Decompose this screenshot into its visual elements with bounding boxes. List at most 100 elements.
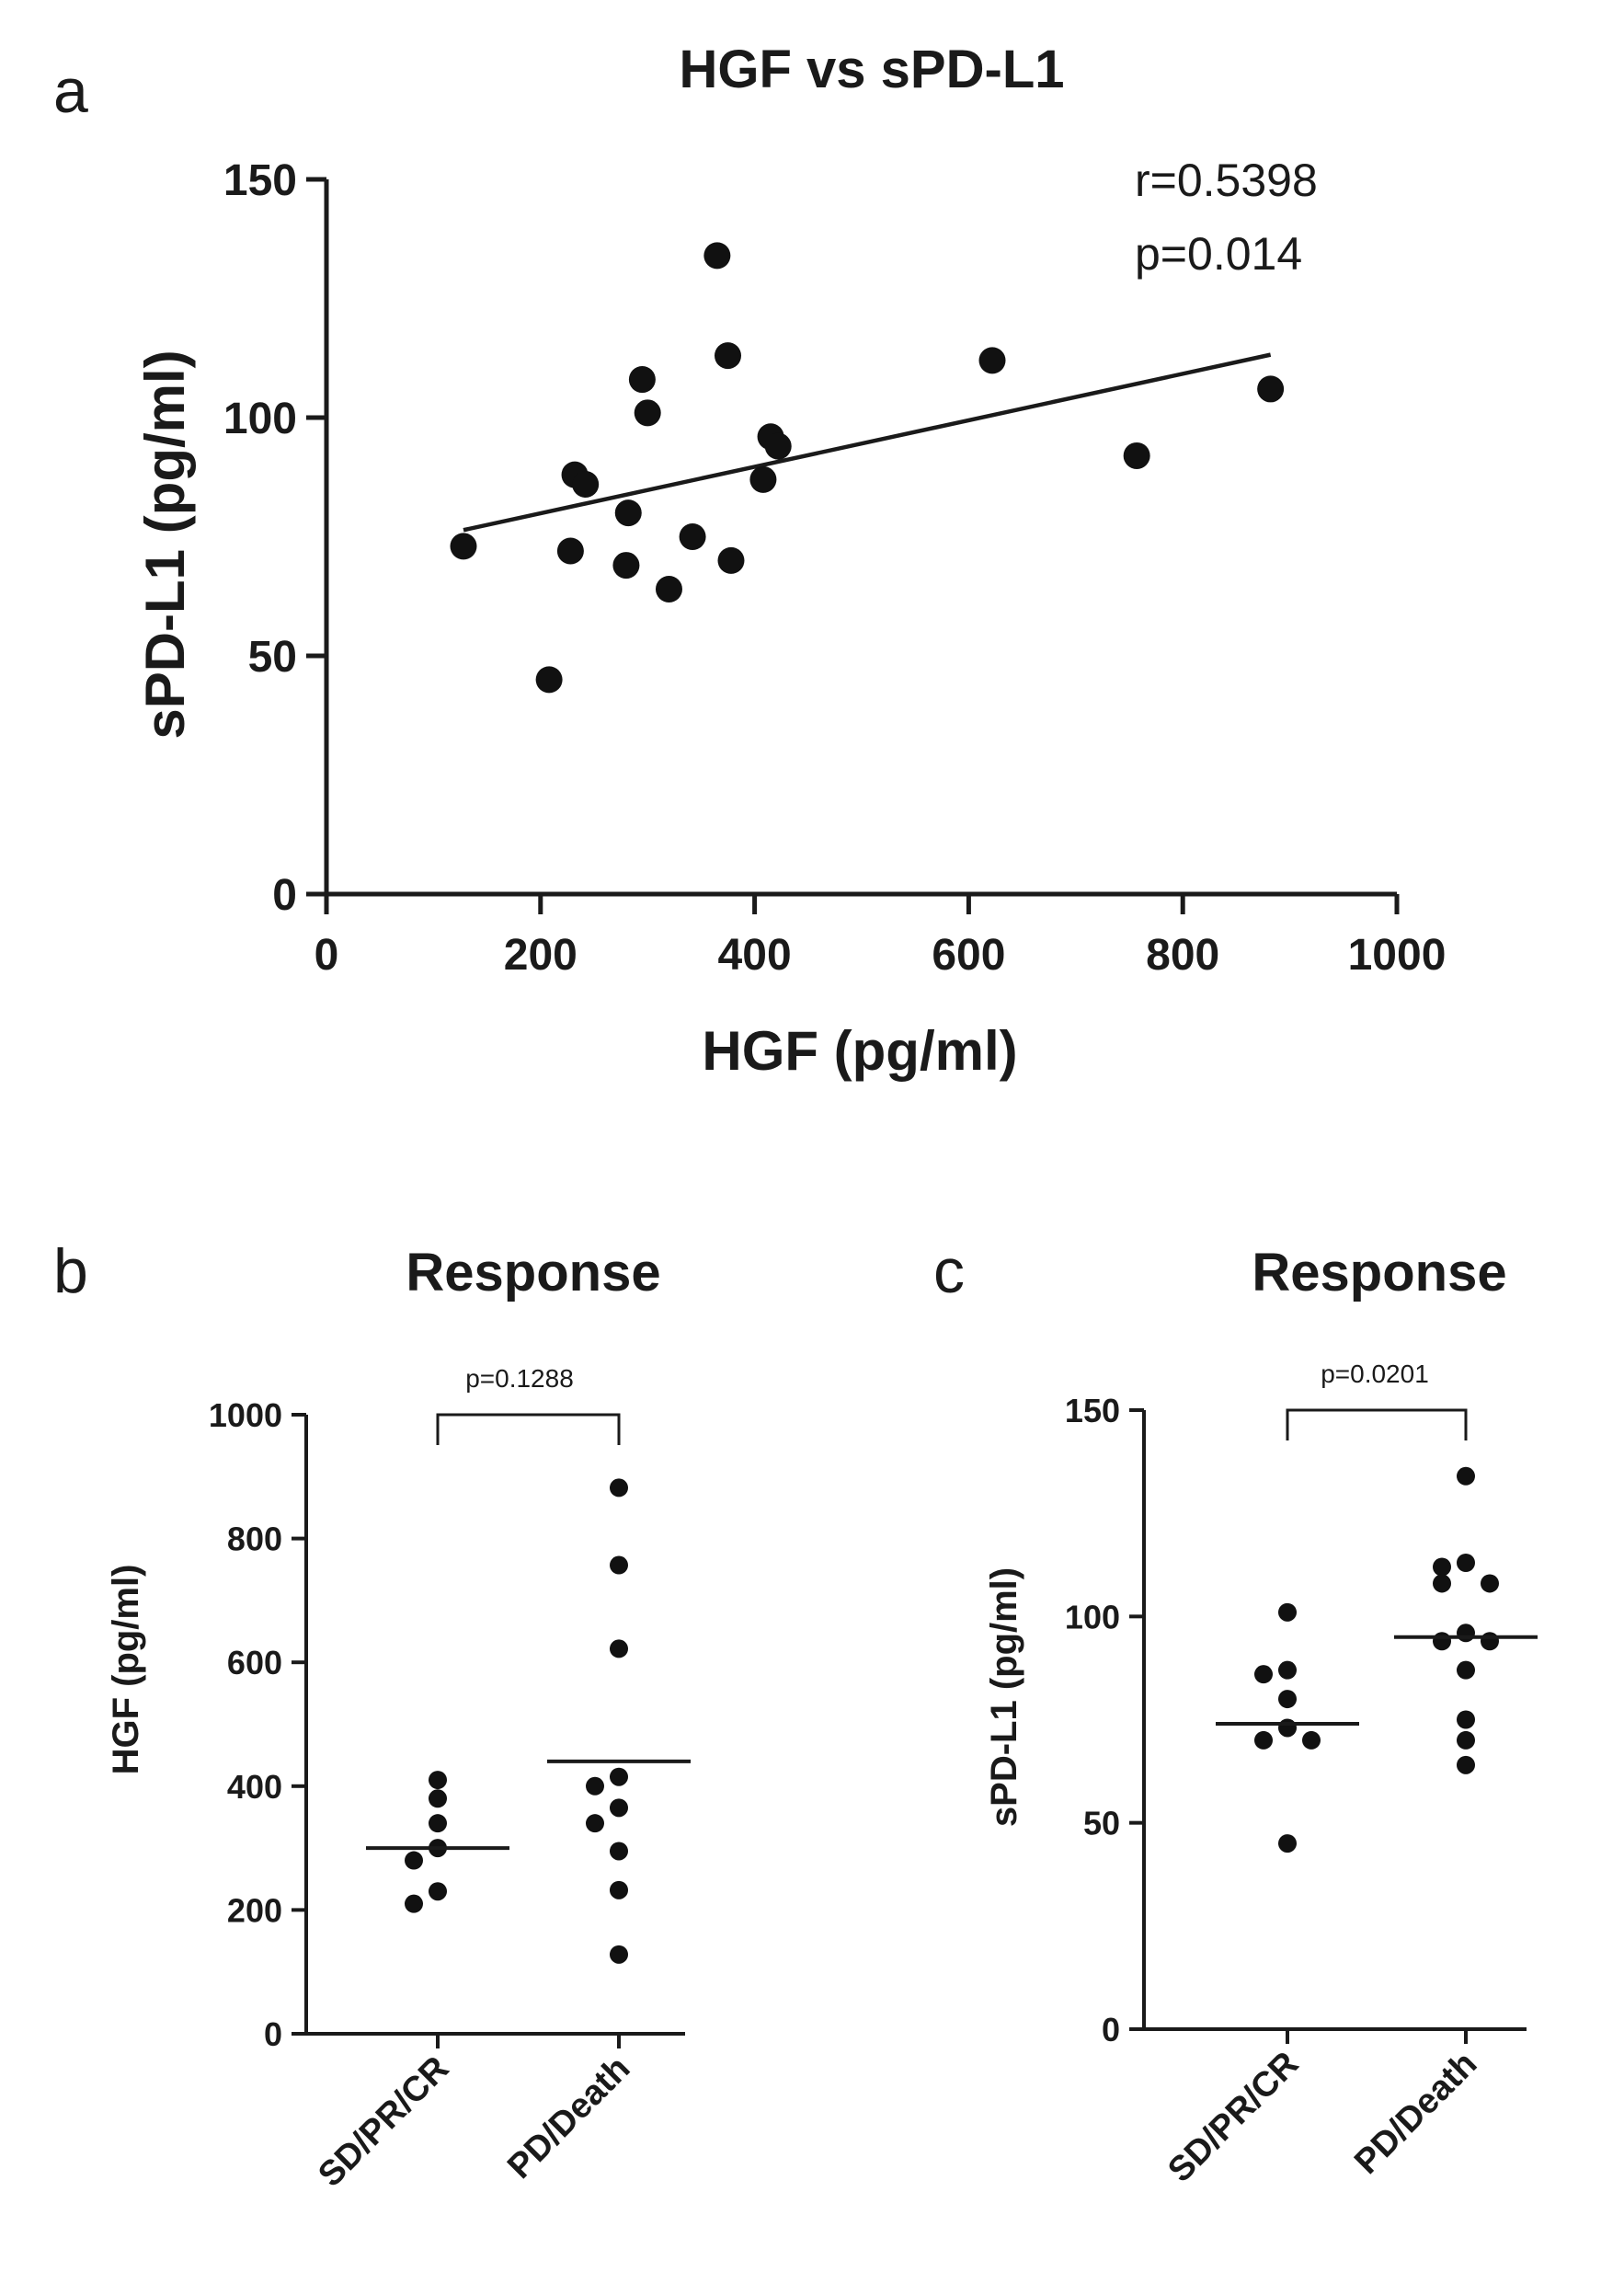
data-point-c (1481, 1574, 1499, 1593)
y-tick-label-b: 0 (264, 2015, 282, 2053)
data-point-b (586, 1814, 604, 1833)
data-point-a (655, 575, 682, 602)
p-value-c: p=0.0201 (1321, 1360, 1429, 1388)
plot-area-b: 0 200 400 600 800 1000 SD/PR/CR PD/Death (209, 1396, 691, 2195)
data-point-c (1278, 1718, 1297, 1738)
data-point-a (628, 366, 656, 394)
panel-a: a HGF vs sPD-L1 r=0.5398 p=0.014 0 50 100 1… (53, 40, 1446, 1082)
data-point-b (610, 1842, 628, 1861)
y-tick-label-b: 200 (227, 1891, 282, 1929)
y-tick-label-b: 800 (227, 1520, 282, 1558)
data-point-c (1457, 1466, 1475, 1486)
data-point-a (749, 465, 777, 493)
y-tick-label-a: 100 (223, 395, 297, 443)
significance-bracket-b (436, 1413, 621, 1445)
data-point-c (1481, 1632, 1499, 1651)
panel-c: c Response p=0.0201 0 50 100 150 SD/PR/CR PD/… (933, 1236, 1538, 2190)
panel-b: b Response p=0.1288 0 200 400 600 800 1000 SD/… (53, 1236, 691, 2195)
data-point-c (1278, 1660, 1297, 1680)
annotation-r: r=0.5398 (1135, 155, 1318, 206)
data-point-b (405, 1851, 423, 1870)
data-point-a (614, 499, 642, 527)
plot-area-a: 0 50 100 150 0 200 400 600 800 1000 (223, 156, 1446, 980)
data-point-a (717, 546, 745, 574)
plot-area-c: 0 50 100 150 SD/PR/CR PD/Death (1065, 1392, 1538, 2190)
data-point-b (610, 1478, 628, 1497)
x-axis-label-a: HGF (pg/ml) (702, 1020, 1017, 1082)
data-point-a (715, 342, 741, 370)
data-point-a (978, 347, 1006, 374)
data-point-c (1433, 1557, 1451, 1577)
regression-line-a (463, 352, 1272, 533)
data-point-a (1257, 375, 1285, 403)
chart-title-a: HGF vs sPD-L1 (680, 40, 1065, 99)
data-point-a (1123, 442, 1150, 469)
y-tick-label-b: 600 (227, 1644, 282, 1681)
panel-label-c: c (933, 1236, 965, 1306)
panel-label-b: b (53, 1236, 88, 1306)
y-tick-label-c: 100 (1065, 1598, 1120, 1635)
data-point-c (1254, 1665, 1273, 1684)
data-point-b (429, 1789, 447, 1808)
x-tick-label-a: 400 (718, 931, 792, 980)
category-label-c: PD/Death (1347, 2045, 1484, 2182)
panel-label-a: a (53, 56, 88, 126)
data-point-b (610, 1798, 628, 1818)
y-axis-label-b: HGF (pg/ml) (106, 1565, 146, 1775)
chart-title-b: Response (406, 1243, 660, 1302)
x-tick-label-a: 0 (315, 931, 339, 980)
data-point-a (450, 533, 477, 560)
data-point-b (610, 1945, 628, 1964)
annotation-p: p=0.014 (1135, 228, 1302, 280)
y-tick-label-c: 0 (1102, 2011, 1120, 2048)
y-axis-label-c: sPD-L1 (pg/ml) (984, 1567, 1024, 1827)
data-point-c (1457, 1710, 1475, 1729)
significance-bracket-c (1286, 1408, 1468, 1440)
data-point-b (610, 1555, 628, 1575)
category-label-c: SD/PR/CR (1161, 2045, 1306, 2190)
data-point-c (1457, 1755, 1475, 1774)
category-label-b: SD/PR/CR (311, 2049, 456, 2195)
y-tick-label-c: 150 (1065, 1392, 1120, 1429)
data-point-a (703, 242, 731, 270)
data-point-c (1457, 1624, 1475, 1643)
x-tick-label-a: 600 (932, 931, 1005, 980)
data-point-c (1457, 1660, 1475, 1680)
data-point-c (1278, 1602, 1297, 1622)
y-axis-label-a: sPD-L1 (pg/ml) (134, 350, 196, 739)
data-point-b (610, 1639, 628, 1658)
x-tick-label-a: 800 (1146, 931, 1219, 980)
data-point-a (556, 537, 584, 565)
data-point-c (1254, 1730, 1273, 1750)
data-point-b (586, 1776, 604, 1796)
data-point-a (612, 552, 640, 579)
data-point-b (429, 1771, 447, 1790)
data-point-c (1457, 1554, 1475, 1573)
data-point-c (1457, 1730, 1475, 1750)
category-label-b: PD/Death (500, 2049, 637, 2186)
p-value-b: p=0.1288 (465, 1364, 574, 1393)
data-point-c (1433, 1574, 1451, 1593)
y-tick-label-b: 1000 (209, 1396, 282, 1434)
data-point-c (1278, 1834, 1297, 1853)
data-point-b (610, 1880, 628, 1899)
data-point-a (764, 432, 792, 460)
y-tick-label-a: 150 (223, 156, 297, 205)
x-tick-label-a: 200 (504, 931, 578, 980)
data-point-c (1278, 1690, 1297, 1709)
data-point-c (1302, 1730, 1321, 1750)
data-point-b (429, 1882, 447, 1901)
data-point-a (535, 666, 563, 694)
x-tick-label-a: 1000 (1348, 931, 1447, 980)
data-point-c (1433, 1632, 1451, 1651)
chart-title-c: Response (1252, 1243, 1506, 1302)
data-point-b (405, 1894, 423, 1913)
y-tick-label-b: 400 (227, 1768, 282, 1806)
data-point-a (572, 471, 600, 499)
y-tick-label-a: 0 (272, 871, 297, 920)
y-tick-label-a: 50 (248, 633, 297, 682)
data-point-a (679, 523, 706, 550)
data-point-b (429, 1814, 447, 1833)
data-point-b (610, 1767, 628, 1786)
